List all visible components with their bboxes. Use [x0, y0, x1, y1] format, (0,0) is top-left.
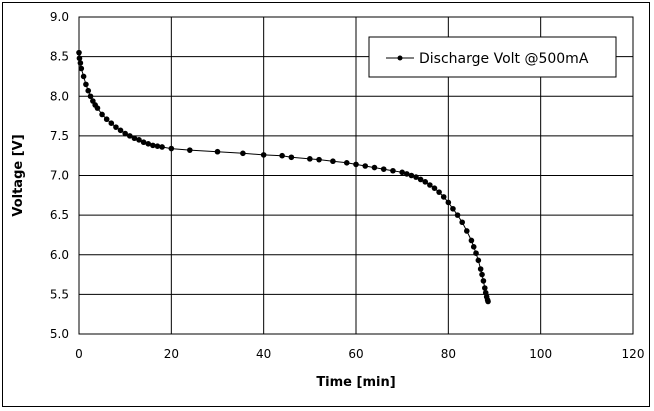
- data-point: [479, 271, 485, 278]
- x-tick-label: 40: [256, 347, 271, 361]
- data-point: [122, 130, 128, 137]
- data-point: [117, 127, 124, 134]
- data-point: [380, 166, 387, 172]
- data-point: [468, 237, 475, 244]
- x-tick-label: 20: [164, 347, 179, 361]
- x-tick-label: 60: [348, 347, 363, 361]
- data-point: [113, 124, 119, 130]
- x-tick-label: 80: [441, 347, 456, 361]
- data-point: [459, 219, 465, 226]
- data-point: [440, 194, 447, 200]
- data-point: [343, 160, 350, 166]
- data-point: [145, 141, 152, 147]
- data-point: [288, 154, 295, 161]
- data-point: [140, 139, 147, 146]
- data-point: [154, 143, 161, 149]
- data-point: [260, 152, 267, 158]
- y-tick-label: 8.0: [50, 89, 69, 103]
- data-point: [159, 144, 165, 150]
- data-point: [307, 156, 313, 162]
- x-tick-labels: 0 20 40 60 80 100 120: [75, 347, 644, 361]
- data-point: [417, 176, 424, 183]
- y-tick-label: 9.0: [50, 10, 69, 24]
- data-point: [187, 147, 193, 153]
- data-point: [477, 266, 484, 272]
- data-point: [408, 172, 415, 179]
- data-point: [85, 87, 92, 94]
- y-tick-label: 7.0: [50, 169, 69, 183]
- data-point: [422, 179, 429, 185]
- data-point: [76, 49, 82, 56]
- y-tick-label: 5.5: [50, 287, 69, 301]
- x-axis-title: Time [min]: [316, 375, 395, 390]
- chart-frame: [2, 2, 650, 407]
- data-point: [83, 81, 89, 88]
- data-point: [436, 189, 442, 195]
- data-point: [103, 116, 110, 123]
- x-tick-label: 120: [622, 347, 645, 361]
- data-point: [136, 137, 142, 143]
- x-tick-label: 0: [75, 347, 83, 361]
- x-tick-label: 100: [529, 347, 552, 361]
- data-point: [80, 73, 87, 80]
- data-point: [240, 150, 246, 157]
- data-point: [330, 158, 336, 165]
- legend: Discharge Volt @500mA: [368, 36, 617, 78]
- data-point: [279, 152, 285, 159]
- data-point: [87, 93, 94, 100]
- data-point: [94, 105, 101, 111]
- data-point: [413, 174, 419, 180]
- data-point: [168, 145, 175, 152]
- y-tick-label: 8.5: [50, 50, 69, 64]
- y-tick-label: 6.0: [50, 248, 69, 262]
- y-tick-label: 6.5: [50, 208, 69, 222]
- data-point: [470, 244, 477, 250]
- data-point: [427, 182, 433, 188]
- data-point: [390, 167, 396, 174]
- data-point: [403, 171, 410, 177]
- data-point: [76, 55, 83, 62]
- data-point: [480, 278, 487, 284]
- data-point: [464, 228, 470, 234]
- legend-box: [368, 36, 617, 78]
- data-point: [77, 60, 84, 66]
- legend-marker-swatch: [397, 55, 403, 61]
- data-point: [431, 185, 438, 191]
- data-point: [445, 199, 452, 206]
- data-point: [454, 212, 461, 218]
- data-point: [485, 298, 491, 305]
- y-axis-title: Voltage [V]: [11, 134, 26, 216]
- plot-area: [78, 16, 634, 335]
- data-point: [399, 169, 405, 176]
- data-point: [475, 257, 482, 264]
- y-tick-label: 7.5: [50, 129, 69, 143]
- y-tick-label: 5.0: [50, 327, 69, 341]
- data-point: [362, 163, 369, 169]
- series-line-discharge-volt: [78, 52, 489, 302]
- data-point: [99, 111, 105, 118]
- data-point: [316, 156, 322, 163]
- legend-label: Discharge Volt @500mA: [419, 51, 589, 67]
- data-point: [473, 250, 479, 256]
- series-markers: [76, 49, 491, 305]
- data-point: [450, 205, 456, 212]
- data-point: [214, 148, 221, 155]
- data-point: [131, 135, 138, 142]
- y-tick-labels: 5.0 5.5 6.0 6.5 7.0 7.5 8.0 8.5 9.0: [50, 10, 69, 341]
- data-point: [126, 133, 133, 139]
- data-point: [150, 142, 156, 149]
- data-point: [353, 161, 359, 168]
- data-point: [371, 164, 378, 171]
- data-point: [78, 65, 85, 72]
- data-point: [108, 120, 115, 126]
- data-point: [482, 285, 488, 291]
